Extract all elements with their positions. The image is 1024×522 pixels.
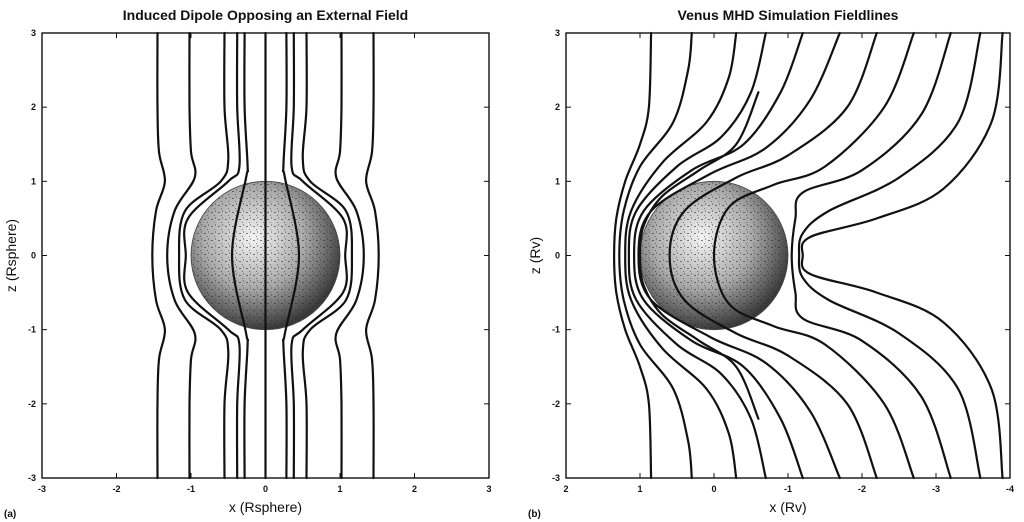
x-tick-label: -1 [187,484,195,494]
y-tick-label: 0 [31,251,36,261]
fieldline-10 [334,31,365,480]
y-tick-label: -1 [552,325,560,335]
y-tick-label: -3 [28,473,36,483]
fieldline-11 [364,31,380,480]
fieldline-6 [637,31,841,480]
fieldline-7 [668,31,878,480]
fieldline-1 [151,31,167,480]
fieldline-1 [613,31,653,480]
y-tick-label: -3 [552,473,560,483]
y-tick-label: 3 [555,28,560,38]
y-tick-label: -1 [28,325,36,335]
x-tick-label: -2 [858,484,866,494]
y-tick-label: -2 [552,399,560,409]
fieldline-5 [633,31,804,480]
panel-b: 2 1 0 -1 -2 -3 -4 -3 -2 -1 0 1 2 3 Venus MHD Simulatio… [527,7,1014,520]
y-tick-label: 1 [555,176,560,186]
x-tick-label: -3 [932,484,940,494]
x-tick-label: 0 [263,484,268,494]
x-axis-label: x (Rsphere) [229,499,302,515]
y-tick-label: -2 [28,399,36,409]
chart-title: Venus MHD Simulation Fieldlines [678,7,899,23]
fieldline-7 [281,31,301,480]
x-tick-label: 3 [486,484,491,494]
fieldline-9 [301,31,354,480]
y-tick-label: 2 [555,102,560,112]
fieldline-3 [624,31,738,480]
fieldline-11 [800,31,1004,480]
x-tick-label: -3 [38,484,46,494]
x-tick-label: 1 [637,484,642,494]
fieldline-2 [166,31,197,480]
x-tick-label: 1 [337,484,342,494]
panel-tag: (a) [4,509,16,520]
y-axis-label: z (Rsphere) [3,219,19,292]
x-tick-label: -4 [1006,484,1014,494]
x-tick-label: -1 [784,484,792,494]
fieldline-5 [230,31,250,480]
fieldline-4 [627,31,767,480]
fieldline-4 [183,31,241,480]
fieldline-8 [712,31,915,480]
x-tick-label: -2 [112,484,120,494]
x-axis-label: x (Rv) [769,499,806,515]
fieldline-12 [638,91,760,420]
fieldline-8 [290,31,348,480]
y-tick-label: 1 [31,176,36,186]
fieldline-2 [618,31,693,480]
fieldline-9 [790,31,952,480]
fieldline-3 [177,31,230,480]
chart-title: Induced Dipole Opposing an External Fiel… [123,7,408,23]
x-tick-label: 2 [563,484,568,494]
y-tick-label: 0 [555,251,560,261]
fieldline-10 [797,31,982,480]
y-axis-label: z (Rv) [527,237,543,274]
y-tick-label: 2 [31,102,36,112]
x-tick-label: 2 [412,484,417,494]
y-tick-label: 3 [31,28,36,38]
panel-tag: (b) [528,509,541,520]
x-tick-label: 0 [711,484,716,494]
panel-a: -3 -2 -1 0 1 2 3 -3 -2 -1 0 1 2 3 Induced Dipole Oppos… [3,7,492,520]
